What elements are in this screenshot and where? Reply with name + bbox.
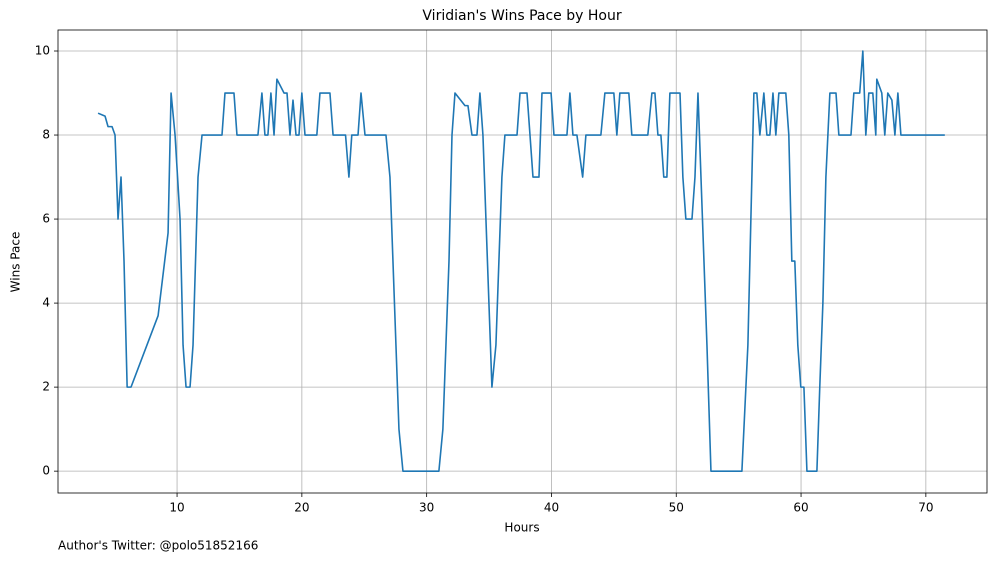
y-tick-label: 0 [42, 464, 50, 478]
y-axis-label: Wins Pace [9, 232, 23, 293]
x-tick-label: 40 [544, 501, 559, 515]
y-tick-label: 6 [42, 212, 50, 226]
x-axis-label: Hours [504, 521, 539, 535]
x-tick-label: 70 [918, 501, 933, 515]
axes-frame [57, 29, 988, 494]
x-tick-label: 50 [669, 501, 684, 515]
grid [58, 30, 987, 493]
y-tick-label: 8 [42, 128, 50, 142]
y-tick-label: 10 [35, 44, 50, 58]
plot [97, 50, 945, 472]
x-tick-label: 60 [793, 501, 808, 515]
footnote: Author's Twitter: @polo51852166 [58, 539, 258, 553]
chart-title: Viridian's Wins Pace by Hour [422, 8, 621, 24]
y-tick-label: 4 [42, 296, 50, 310]
x-tick-label: 20 [294, 501, 309, 515]
x-tick-label: 10 [169, 501, 184, 515]
data-line [97, 50, 945, 472]
y-tick-label: 2 [42, 380, 50, 394]
x-tick-label: 30 [419, 501, 434, 515]
